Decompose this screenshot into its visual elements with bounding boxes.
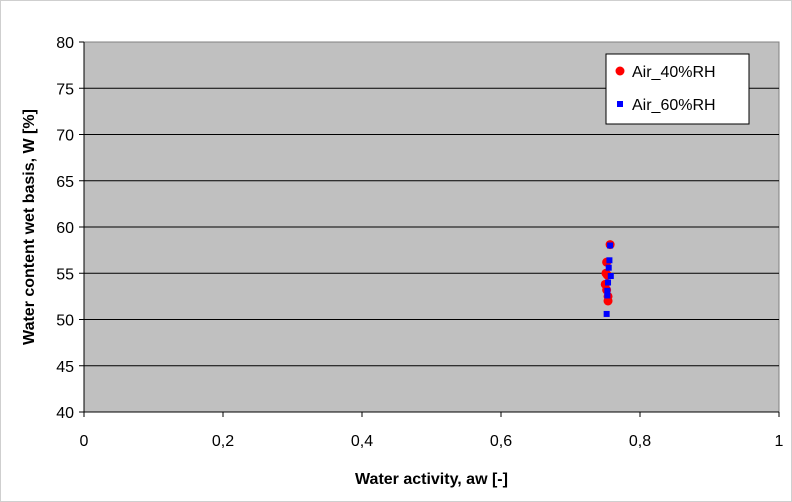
data-point-series-1 xyxy=(603,310,610,317)
legend-marker-air-40rh xyxy=(615,66,625,76)
axes xyxy=(83,42,779,413)
legend-label-air-40rh: Air_40%RH xyxy=(632,64,716,81)
legend-marker-air-60rh xyxy=(617,101,623,107)
y-tick-label: 60 xyxy=(56,220,74,237)
y-axis-title: Water content wet basis, W [%] xyxy=(21,109,38,345)
y-tick-label: 55 xyxy=(56,266,74,283)
x-tick-label: 0,2 xyxy=(212,433,234,450)
x-tick-label: 1 xyxy=(775,433,784,450)
y-tick-label: 70 xyxy=(56,128,74,145)
legend-label-air-60rh: Air_60%RH xyxy=(632,97,716,114)
y-tick-label: 45 xyxy=(56,359,74,376)
x-tick-label: 0,4 xyxy=(351,433,373,450)
y-tick-label: 50 xyxy=(56,313,74,330)
data-point-series-1 xyxy=(605,264,612,271)
data-point-series-1 xyxy=(606,257,613,264)
y-tick-label: 75 xyxy=(56,81,74,98)
x-tick-label: 0,6 xyxy=(490,433,512,450)
y-tick-label: 40 xyxy=(56,405,74,422)
y-tick-label: 80 xyxy=(56,35,74,52)
legend-box xyxy=(605,53,750,125)
data-point-series-1 xyxy=(607,273,614,280)
legend: Air_40%RH Air_60%RH xyxy=(605,53,750,125)
y-tick-labels: 40 45 50 55 60 65 70 75 80 xyxy=(56,35,74,422)
data-point-series-1 xyxy=(604,287,611,294)
y-tick-label: 65 xyxy=(56,174,74,191)
x-tick-labels: 0 0,2 0,4 0,6 0,8 1 xyxy=(80,433,784,450)
data-points xyxy=(600,240,615,317)
gridlines xyxy=(79,41,780,417)
data-point-series-1 xyxy=(604,292,611,299)
data-point-series-1 xyxy=(605,279,612,286)
data-point-series-1 xyxy=(607,242,614,249)
x-tick-label: 0,8 xyxy=(629,433,651,450)
data-point-series-0 xyxy=(603,296,613,306)
x-axis-title: Water activity, aw [-] xyxy=(355,471,508,488)
x-tick-label: 0 xyxy=(80,433,89,450)
